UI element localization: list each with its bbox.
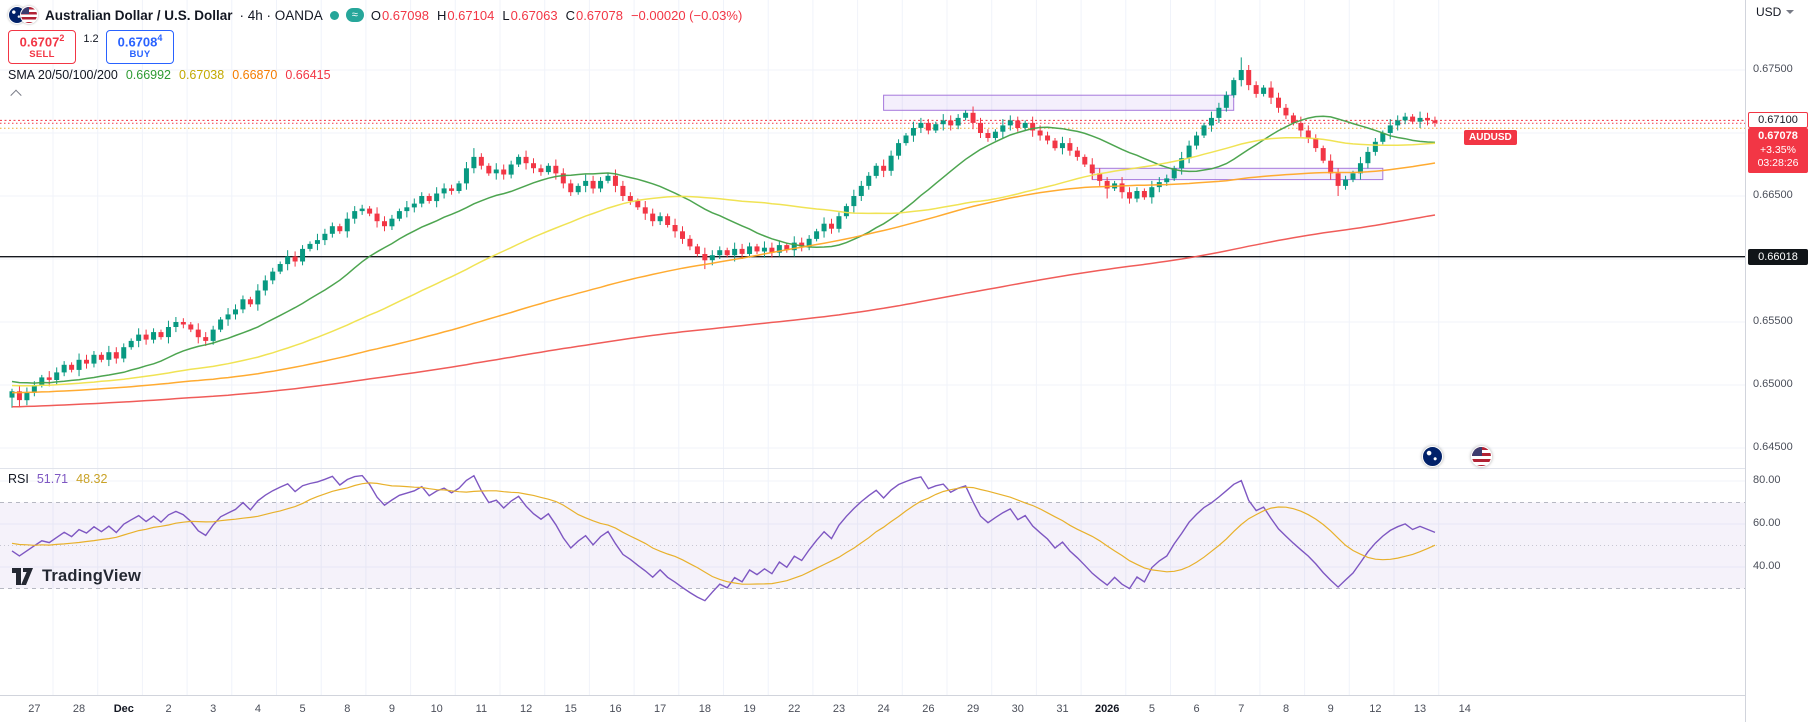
tradingview-logo[interactable]: TradingView [10,566,141,587]
close-label: C [565,7,575,23]
time-axis-label: 24 [877,703,890,715]
price-axis-label: 0.65500 [1753,315,1793,327]
time-axis-label: 6 [1193,703,1200,715]
time-axis-label: 7 [1238,703,1245,715]
ohlc-values: O0.67098 H0.67104 L0.67063 C0.67078 −0.0… [371,8,742,23]
rsi-ma-value: 48.32 [76,472,108,486]
price-axis-label: 0.65000 [1753,378,1793,390]
time-axis-label: 22 [788,703,801,715]
time-axis-label: Dec [113,703,134,715]
time-axis-label: 3 [210,703,217,715]
spread-value: 1.2 [83,33,99,45]
time-axis-label: 12 [519,703,533,715]
buy-button[interactable]: 0.67084 BUY [106,30,174,64]
price-axis-label: 0.67500 [1753,63,1793,75]
time-axis-label: 4 [254,703,261,715]
low-value: 0.67063 [510,7,558,23]
price-axis[interactable]: USD 0.67100 0.67078 +3.35% 03:28:26 0.66… [1745,0,1810,722]
time-axis-label: 27 [28,703,41,715]
rsi-indicator-legend[interactable]: RSI 51.71 48.32 [8,472,107,486]
rsi-value: 51.71 [36,472,69,486]
time-axis-label: 14 [1458,703,1471,715]
currency-selector[interactable]: USD [1756,5,1795,19]
aud-event-flag-icon[interactable] [1422,446,1443,467]
sma-indicator-legend[interactable]: SMA 20/50/100/200 0.66992 0.67038 0.6687… [8,68,331,82]
sma200-value: 0.66415 [285,68,331,82]
time-axis-label: 8 [344,703,351,715]
high-value: 0.67104 [447,7,495,23]
close-value: 0.67078 [575,7,623,23]
sell-button[interactable]: 0.67072 SELL [8,30,76,64]
time-axis-label: 9 [1327,703,1334,715]
usd-event-flag-icon[interactable] [1471,446,1492,467]
sma100-value: 0.66870 [232,68,278,82]
last-price: 0.67078 [1758,130,1798,143]
tradingview-wordmark: TradingView [42,567,142,585]
time-axis[interactable]: 27 28 Dec 2 3 4 5 8 9 10 11 12 15 16 17 18 19 22 23 24 26 29 3… [0,695,1745,722]
time-axis-label: 15 [564,703,577,715]
time-axis-label: 11 [475,703,488,715]
rsi-label: RSI [8,472,29,486]
trade-widget: 0.67072 SELL 1.2 0.67084 BUY [8,30,174,64]
time-axis-label: 28 [72,703,86,715]
last-price-badge: 0.67078 +3.35% 03:28:26 [1748,128,1808,174]
time-axis-label: 31 [1056,703,1069,715]
event-icons [1422,446,1492,467]
open-label: O [370,7,381,23]
approx-icon: ≈ [345,8,364,22]
time-axis-label: 26 [922,703,935,715]
symbol-legend: Australian Dollar / U.S. Dollar · 4h · O… [8,6,742,24]
price-chart-canvas[interactable] [0,0,1745,695]
time-axis-label: 5 [299,703,306,715]
open-value: 0.67098 [381,7,429,23]
alert-price-badge[interactable]: 0.67100 [1748,112,1808,129]
sma20-value: 0.66992 [125,68,171,82]
high-label: H [436,7,447,23]
time-axis-label: 5 [1148,703,1155,715]
symbol-price-chip: AUDUSD [1464,130,1517,146]
time-axis-label: 18 [698,703,712,715]
time-axis-label: 9 [388,703,395,715]
time-axis-label: 13 [1413,703,1427,715]
time-axis-label: 30 [1011,703,1024,715]
price-change: −0.00020 (−0.03%) [630,7,743,23]
time-axis-label: 17 [653,703,667,715]
rsi-axis-label: 60.00 [1753,517,1781,529]
rsi-axis-label: 40.00 [1753,560,1781,572]
symbol-meta: · 4h · OANDA [239,7,323,23]
chevron-up-icon [10,89,22,101]
currency-pair-icon [8,6,38,24]
tradingview-logo-icon [12,568,33,585]
usd-flag-icon [20,6,38,24]
time-axis-label: 16 [609,703,622,715]
time-axis-label: 23 [832,703,846,715]
time-axis-label: 10 [430,703,443,715]
price-axis-label: 0.66500 [1753,189,1793,201]
sma-label: SMA 20/50/100/200 [8,68,118,82]
time-axis-label: 2026 [1094,703,1120,715]
time-axis-label: 29 [966,703,980,715]
time-axis-label: 19 [743,703,756,715]
time-axis-label: 8 [1282,703,1290,715]
market-open-icon [329,10,339,20]
low-label: L [502,7,510,23]
time-axis-label: 12 [1369,703,1382,715]
support-price-badge[interactable]: 0.66018 [1748,248,1808,265]
collapse-legend-button[interactable] [10,87,30,101]
price-axis-label: 0.64500 [1753,441,1793,453]
rsi-axis-label: 80.00 [1753,474,1781,486]
bar-countdown: 03:28:26 [1757,157,1799,170]
time-axis-label: 2 [165,703,172,715]
last-price-change-pct: +3.35% [1760,143,1796,156]
sma50-value: 0.67038 [179,68,225,82]
currency-selector-label: USD [1756,5,1782,19]
chevron-down-icon [1786,10,1795,14]
symbol-title[interactable]: Australian Dollar / U.S. Dollar [45,7,233,23]
